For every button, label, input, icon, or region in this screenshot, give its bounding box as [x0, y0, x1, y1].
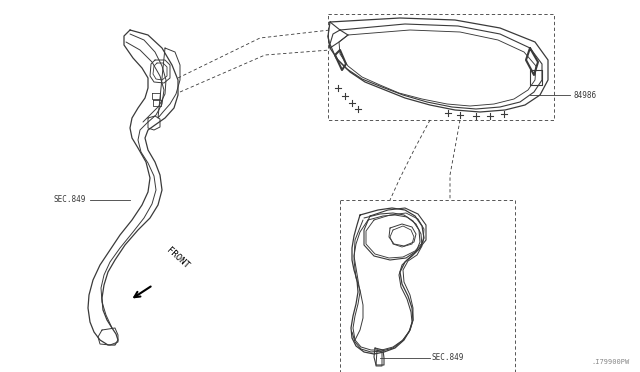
Text: 84986: 84986 — [573, 90, 596, 99]
Text: FRONT: FRONT — [165, 245, 191, 270]
Text: SEC.849: SEC.849 — [54, 196, 86, 205]
Text: .I79900PW: .I79900PW — [592, 359, 630, 365]
Text: SEC.849: SEC.849 — [432, 353, 465, 362]
